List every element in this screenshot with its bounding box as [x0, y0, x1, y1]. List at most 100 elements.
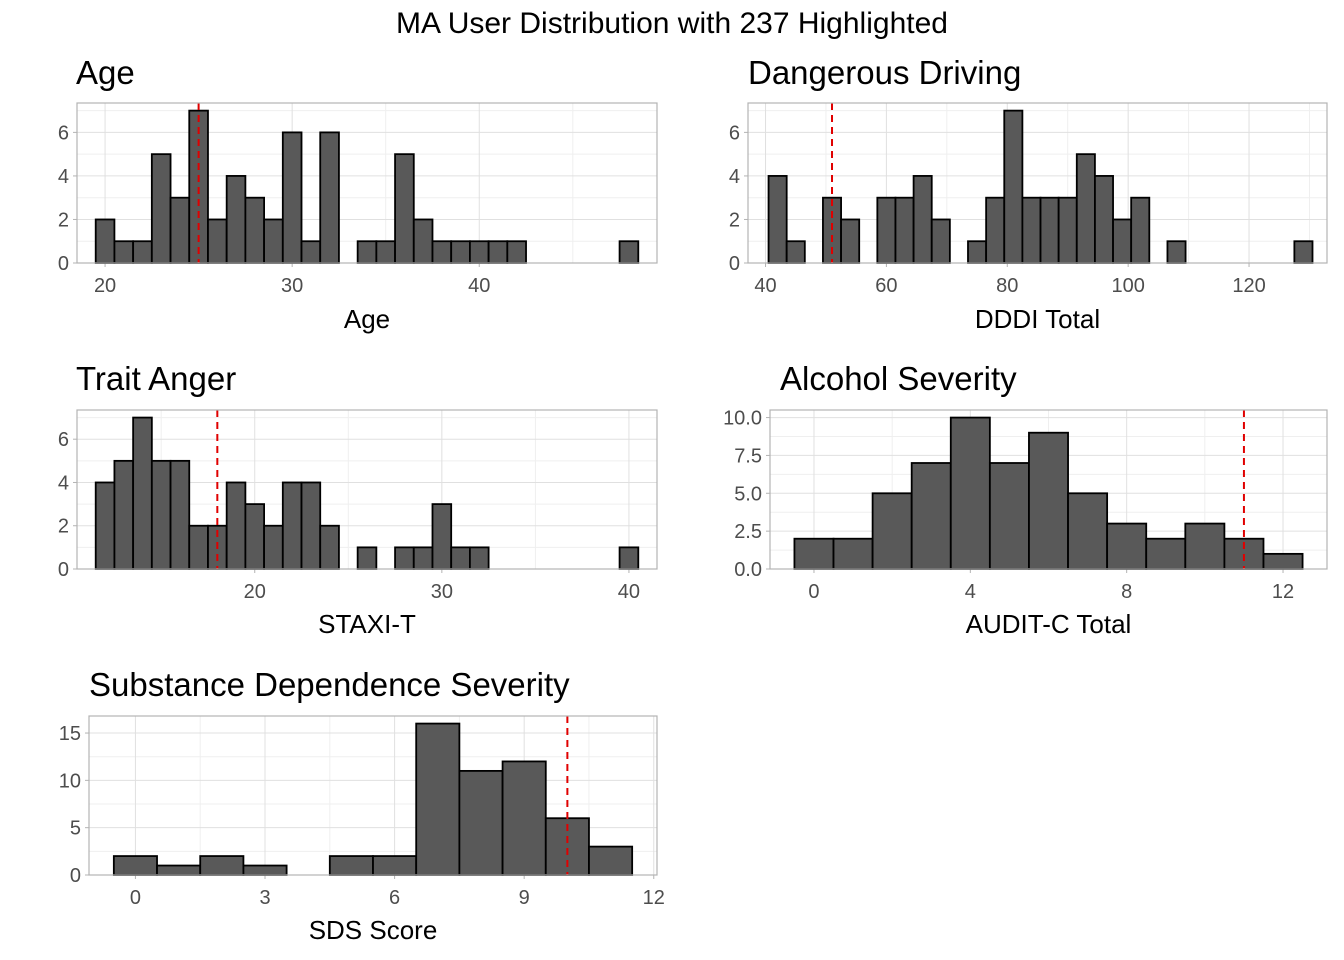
histogram-bar — [300, 481, 322, 570]
histogram-bar — [871, 492, 913, 570]
x-axis-title: STAXI-T — [318, 609, 416, 639]
y-tick-label: 0.0 — [734, 559, 762, 581]
histogram-bar — [169, 196, 191, 264]
panel-dddi: Dangerous Driving 0 2 4 6 40 60 80 100 120 DDDI To… — [729, 54, 1328, 334]
y-tick-label: 2 — [58, 209, 69, 231]
histogram-bar — [793, 537, 835, 570]
histogram-bar — [225, 175, 247, 264]
histogram-bar — [1039, 196, 1060, 264]
y-tick-label: 5 — [70, 818, 81, 840]
y-tick-label: 2.5 — [734, 521, 762, 543]
panel-age: Age 0 2 4 6 20 30 40 Age — [58, 54, 658, 334]
histogram-bar — [506, 240, 527, 264]
histogram-bar — [785, 240, 806, 264]
histogram-bar — [1184, 522, 1226, 570]
histogram-bar — [94, 218, 116, 264]
panel-title: Age — [76, 54, 135, 91]
x-tick-label: 100 — [1111, 275, 1144, 297]
x-tick-label: 12 — [643, 887, 665, 909]
y-tick-label: 0 — [70, 865, 81, 887]
y-tick-label: 6 — [729, 122, 740, 144]
histogram-bar — [1106, 522, 1148, 570]
x-tick-label: 3 — [259, 887, 270, 909]
panel-audit: Alcohol Severity 0.0 2.5 5.0 7.5 10.0 0 4 8 12 AUD… — [723, 360, 1328, 639]
figure-title: MA User Distribution with 237 Highlighte… — [396, 7, 948, 40]
histogram-bar — [94, 481, 116, 570]
histogram-bar — [458, 769, 504, 876]
histogram-bar — [1057, 196, 1078, 264]
histogram-bar — [300, 240, 322, 264]
histogram-bar — [1293, 240, 1314, 264]
panel-title: Alcohol Severity — [780, 360, 1017, 397]
histogram-bar — [319, 131, 340, 264]
histogram-bar — [356, 240, 378, 264]
histogram-bar — [1094, 175, 1114, 264]
x-axis-title: Age — [344, 304, 390, 334]
y-tick-label: 4 — [58, 166, 69, 188]
x-axis-title: DDDI Total — [975, 304, 1100, 334]
histogram-bar — [412, 218, 434, 264]
y-tick-label: 10 — [59, 770, 81, 792]
histogram-bar — [588, 845, 634, 876]
histogram-bar — [1262, 552, 1304, 570]
y-tick-label: 4 — [729, 166, 740, 188]
histogram-bar — [319, 524, 340, 570]
x-axis-title: SDS Score — [309, 915, 438, 945]
histogram-bar — [113, 459, 135, 570]
y-tick-label: 0 — [58, 559, 69, 581]
histogram-bar — [832, 537, 874, 570]
panel-border — [747, 102, 1328, 264]
histogram-bar — [356, 546, 378, 570]
histogram-bar — [244, 503, 265, 570]
histogram-bar — [188, 524, 209, 570]
histogram-bar — [912, 175, 933, 264]
x-tick-label: 4 — [965, 581, 976, 603]
y-tick-label: 15 — [59, 723, 81, 745]
histogram-bar — [930, 218, 951, 264]
y-tick-label: 0 — [58, 253, 69, 275]
y-tick-label: 4 — [58, 472, 69, 494]
x-tick-label: 0 — [808, 581, 819, 603]
histogram-bar — [263, 218, 284, 264]
histogram-bar — [1130, 196, 1151, 264]
histogram-bar — [1112, 218, 1133, 264]
x-tick-label: 6 — [389, 887, 400, 909]
y-tick-label: 7.5 — [734, 445, 762, 467]
histogram-bar — [431, 240, 453, 264]
histogram-bar — [894, 196, 915, 264]
y-tick-label: 2 — [729, 209, 740, 231]
histogram-bar — [1145, 537, 1187, 570]
histogram-bar — [985, 196, 1006, 264]
histogram-bar — [150, 153, 172, 264]
y-tick-label: 5.0 — [734, 483, 762, 505]
histogram-bar — [1166, 240, 1187, 264]
x-tick-label: 60 — [875, 275, 897, 297]
histogram-bar — [618, 546, 640, 570]
histogram-bar — [199, 855, 245, 876]
x-tick-label: 40 — [754, 275, 776, 297]
histogram-bar — [618, 240, 640, 264]
histogram-bar — [1021, 196, 1042, 264]
panel-border — [769, 409, 1328, 570]
histogram-bar — [242, 864, 288, 876]
y-tick-label: 6 — [58, 429, 69, 451]
histogram-bar — [207, 218, 228, 264]
panel-sds: Substance Dependence Severity 0 5 10 15 0 3 6 9 1… — [59, 666, 665, 945]
y-tick-label: 6 — [58, 122, 69, 144]
histogram-bar — [412, 546, 434, 570]
histogram-bar — [988, 462, 1030, 570]
x-tick-label: 120 — [1232, 275, 1265, 297]
histogram-bar — [487, 240, 509, 264]
histogram-bar — [1003, 109, 1024, 264]
histogram-bar — [469, 240, 490, 264]
histogram-bar — [112, 855, 158, 876]
histogram-bar — [225, 481, 247, 570]
x-tick-label: 40 — [468, 275, 490, 297]
histogram-bar — [372, 855, 418, 876]
panel-title: Substance Dependence Severity — [89, 666, 570, 703]
histogram-bar — [1067, 492, 1109, 570]
panel-title: Dangerous Driving — [748, 54, 1021, 91]
histogram-bar — [328, 855, 374, 876]
x-tick-label: 40 — [618, 581, 640, 603]
